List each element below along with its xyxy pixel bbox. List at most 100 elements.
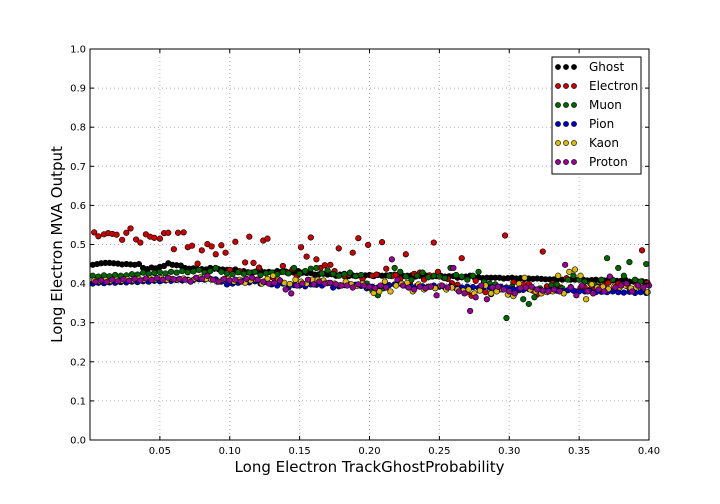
- data-point: [103, 278, 110, 286]
- data-point: [296, 270, 303, 277]
- x-tick-label: 0.05: [149, 446, 171, 457]
- data-point: [562, 261, 569, 268]
- data-point: [349, 284, 356, 291]
- data-point: [153, 275, 161, 282]
- data-point: [539, 248, 546, 255]
- data-point: [257, 271, 264, 279]
- legend-label: Kaon: [589, 136, 619, 150]
- y-tick-label: 0.6: [70, 201, 86, 212]
- data-point: [95, 233, 102, 240]
- data-point: [321, 262, 328, 269]
- legend-marker: [563, 121, 569, 127]
- data-point: [120, 276, 127, 283]
- legend-box: [551, 56, 642, 175]
- data-point: [550, 286, 558, 293]
- y-tick-label: 0.9: [70, 84, 86, 95]
- data-point: [381, 278, 388, 285]
- data-point: [383, 265, 390, 272]
- data-point: [394, 276, 401, 283]
- data-point: [475, 268, 482, 275]
- data-point: [577, 272, 584, 279]
- data-point: [232, 238, 239, 245]
- y-tick-label: 0.2: [70, 357, 86, 368]
- data-point: [218, 242, 225, 249]
- data-point: [344, 282, 351, 289]
- data-point: [405, 284, 412, 291]
- data-point: [126, 277, 133, 284]
- data-point: [209, 276, 217, 283]
- data-point: [165, 229, 172, 236]
- data-point: [246, 233, 253, 240]
- data-point: [469, 272, 477, 279]
- data-point: [413, 272, 421, 279]
- data-point: [430, 272, 437, 279]
- data-point: [181, 276, 189, 283]
- x-tick-label: 0.20: [358, 446, 380, 457]
- y-tick-label: 0.5: [70, 240, 86, 251]
- data-point: [430, 239, 437, 246]
- data-point: [531, 294, 538, 301]
- legend-marker: [555, 121, 561, 127]
- data-point: [194, 260, 201, 267]
- x-tick-label: 0.30: [498, 446, 520, 457]
- data-point: [137, 277, 144, 284]
- data-point: [595, 286, 602, 293]
- data-point: [226, 277, 233, 284]
- data-point: [583, 296, 590, 303]
- y-tick-label: 0.3: [70, 318, 86, 329]
- data-point: [453, 271, 460, 279]
- data-point: [539, 287, 546, 294]
- x-tick-label: 0.15: [288, 446, 310, 457]
- data-point: [127, 225, 134, 232]
- data-point: [235, 269, 242, 276]
- data-point: [377, 282, 384, 289]
- data-point: [494, 283, 502, 290]
- y-tick-label: 0.8: [70, 123, 86, 134]
- data-point: [570, 272, 577, 279]
- axis-ticks: 0.05 0.10 0.15 0.20 0.25 0.30 0.35 0.40 0.0 0.1 0.…: [70, 45, 660, 458]
- data-point: [478, 282, 485, 289]
- data-point: [553, 281, 560, 288]
- data-point: [588, 281, 595, 288]
- data-point: [601, 288, 608, 295]
- data-point: [292, 276, 299, 283]
- data-point: [313, 264, 320, 272]
- data-point: [411, 286, 418, 293]
- data-point: [119, 236, 126, 243]
- data-point: [476, 287, 484, 294]
- data-point: [299, 280, 306, 287]
- data-point: [617, 282, 625, 289]
- data-point: [644, 289, 651, 296]
- data-point: [408, 276, 415, 283]
- data-point: [212, 264, 219, 272]
- data-point: [195, 266, 203, 274]
- y-tick-label: 0.7: [70, 162, 86, 173]
- data-point: [167, 268, 175, 275]
- data-point: [465, 286, 472, 293]
- data-point: [472, 294, 479, 301]
- data-point: [373, 271, 380, 278]
- data-point: [566, 268, 573, 275]
- data-point: [193, 274, 200, 281]
- data-point: [256, 264, 263, 271]
- data-point: [133, 236, 140, 243]
- data-point: [271, 279, 278, 286]
- data-point: [365, 241, 372, 248]
- data-point: [279, 268, 286, 275]
- data-point: [321, 280, 328, 287]
- data-point: [260, 278, 267, 285]
- x-tick-label: 0.25: [428, 446, 450, 457]
- legend-item: Kaon: [555, 136, 619, 150]
- data-point: [482, 289, 489, 296]
- data-point: [620, 272, 627, 279]
- data-point: [346, 269, 354, 276]
- data-point: [578, 282, 586, 289]
- data-point: [603, 255, 611, 262]
- legend-item: Ghost: [555, 60, 624, 74]
- data-point: [450, 264, 457, 272]
- data-point: [528, 283, 535, 290]
- data-point: [307, 234, 314, 241]
- data-point: [564, 276, 572, 283]
- data-point: [170, 246, 177, 253]
